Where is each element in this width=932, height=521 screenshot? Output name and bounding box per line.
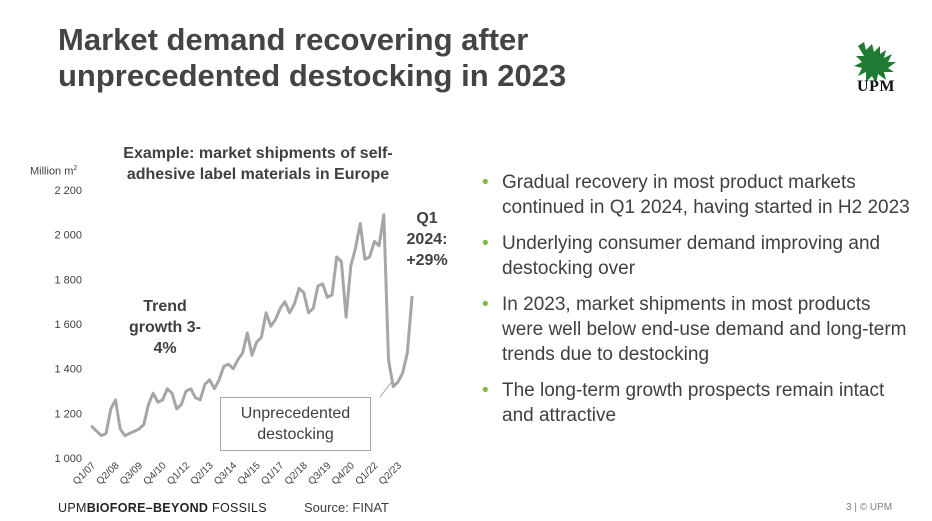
bullet-dot-icon: • <box>482 294 489 315</box>
x-tick-label: Q3/14 <box>212 460 239 487</box>
bullet-item: • The long-term growth prospects remain i… <box>482 378 912 428</box>
title-line-2: unprecedented destocking in 2023 <box>58 58 567 93</box>
bullet-dot-icon: • <box>482 172 489 193</box>
bullet-item: • In 2023, market shipments in most produ… <box>482 292 912 367</box>
bullet-text: Underlying consumer demand improving and… <box>502 233 881 279</box>
bullet-list: • Gradual recovery in most product market… <box>482 170 912 439</box>
y-tick-label: 1 200 <box>54 408 82 420</box>
y-tick-label: 2 000 <box>54 230 82 242</box>
q1-year-label: 2024: <box>406 231 448 248</box>
x-tick-label: Q2/08 <box>95 460 122 487</box>
x-tick-label: Q2/18 <box>283 460 310 487</box>
series-line-market-shipments <box>90 213 414 438</box>
bullet-dot-icon: • <box>482 380 489 401</box>
bullet-text: The long-term growth prospects remain in… <box>502 380 885 426</box>
page-footer: 3 | © UPM <box>846 502 893 513</box>
x-tick-label: Q3/09 <box>118 460 145 487</box>
tagline-prefix: UPM <box>58 501 87 515</box>
y-axis-unit-label: Million m2 <box>30 165 78 178</box>
chart-title: Example: market shipments of self-adhesi… <box>123 145 393 183</box>
x-tick-label: Q4/15 <box>236 460 263 487</box>
x-tick-label: Q2/13 <box>189 460 216 487</box>
page-title: Market demand recovering after unprecede… <box>58 22 566 94</box>
trend-annotation: Trend growth 3-4% <box>129 298 201 357</box>
x-tick-label: Q3/19 <box>306 460 333 487</box>
y-tick-label: 1 000 <box>54 453 82 465</box>
logo-wordmark: UPM <box>857 78 895 95</box>
destocking-callout: Unprecedented destocking <box>220 397 371 451</box>
x-tick-label: Q1/22 <box>353 460 380 487</box>
griffin-logo-icon <box>854 42 896 84</box>
bullet-item: • Underlying consumer demand improving an… <box>482 231 912 281</box>
y-tick-label: 1 400 <box>54 364 82 376</box>
tagline-suffix: FOSSILS <box>208 501 267 515</box>
bullet-dot-icon: • <box>482 233 489 254</box>
y-tick-label: 1 600 <box>54 319 82 331</box>
tagline-bold: BIOFORE–BEYOND <box>86 501 209 515</box>
chart-source: Source: FINAT <box>304 500 390 515</box>
q1-2024-annotation: Q1 2024: +29% <box>392 208 462 271</box>
q1-growth-label: +29% <box>406 252 448 269</box>
y-tick-label: 2 200 <box>54 185 82 197</box>
bullet-text: Gradual recovery in most product markets… <box>502 172 910 218</box>
x-tick-label: Q2/23 <box>377 460 404 487</box>
title-line-1: Market demand recovering after <box>58 22 529 57</box>
x-tick-label: Q4/20 <box>330 460 357 487</box>
x-tick-label: Q4/10 <box>142 460 169 487</box>
bullet-item: • Gradual recovery in most product market… <box>482 170 912 220</box>
x-tick-label: Q1/17 <box>259 460 286 487</box>
callout-pointer <box>379 379 394 398</box>
y-tick-label: 1 800 <box>54 274 82 286</box>
q1-label: Q1 <box>416 210 438 227</box>
bullet-text: In 2023, market shipments in most produc… <box>502 294 907 365</box>
brand-tagline: UPMBIOFORE–BEYOND FOSSILS <box>58 501 267 515</box>
x-tick-label: Q1/12 <box>165 460 192 487</box>
